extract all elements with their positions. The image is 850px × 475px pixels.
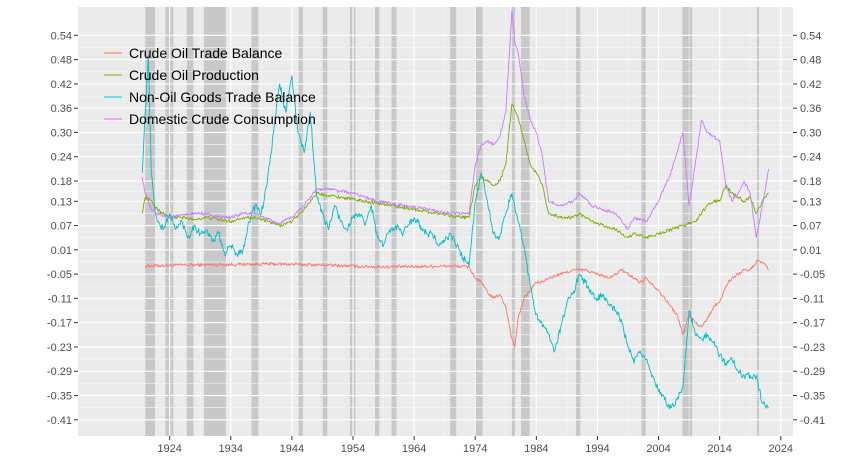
y-axis-left: 0.54 0.48 0.42 0.36 0.30 0.24 0.18 0.13 0.07 0.01… — [47, 30, 78, 427]
y-tick-label: 0.54 — [800, 30, 821, 42]
recession-band — [474, 7, 483, 436]
y-tick-label: 0.30 — [800, 127, 821, 139]
y-tick-label: -0.17 — [47, 318, 72, 330]
y-tick-label: 0.24 — [51, 152, 72, 164]
series-lines — [141, 10, 770, 410]
recession-band — [203, 7, 226, 436]
recession-band — [251, 7, 259, 436]
y-tick-label: 0.36 — [51, 103, 72, 115]
recession-band — [756, 7, 759, 436]
x-tick-label: 1954 — [341, 443, 365, 455]
recession-band — [186, 7, 194, 436]
y-tick-label: 0.18 — [51, 176, 72, 188]
y-tick-label: -0.41 — [47, 415, 72, 427]
x-tick-label: 2014 — [707, 443, 731, 455]
recession-band — [145, 7, 155, 436]
y-tick-label: -0.35 — [47, 391, 72, 403]
y-tick-label: -0.11 — [800, 293, 824, 305]
recession-band — [450, 7, 457, 436]
series-line — [141, 55, 769, 410]
y-tick-label: 0.07 — [51, 221, 72, 233]
series-line — [141, 103, 769, 240]
legend-label: Crude Oil Production — [129, 67, 259, 83]
y-tick-label: -0.29 — [47, 366, 72, 378]
y-tick-label: -0.23 — [800, 342, 825, 354]
plot-panel — [78, 7, 793, 436]
recession-shading — [145, 7, 759, 436]
y-tick-label: -0.35 — [800, 391, 825, 403]
y-tick-label: 0.18 — [800, 176, 821, 188]
series-line — [144, 260, 769, 348]
legend: Crude Oil Trade Balance Crude Oil Product… — [104, 45, 316, 127]
legend-label: Crude Oil Trade Balance — [129, 45, 283, 61]
y-tick-label: -0.05 — [800, 269, 825, 281]
x-tick-label: 1994 — [585, 443, 609, 455]
legend-label: Non-Oil Goods Trade Balance — [129, 89, 316, 105]
recession-band — [682, 7, 693, 436]
recession-band — [576, 7, 581, 436]
y-tick-label: 0.01 — [51, 245, 72, 257]
x-tick-label: 1924 — [157, 443, 181, 455]
y-tick-label: -0.11 — [48, 293, 72, 305]
x-axis: 1924 1934 1944 1954 1964 1974 1984 1994 2004 2014… — [157, 436, 793, 455]
y-tick-label: 0.01 — [800, 245, 821, 257]
legend-label: Domestic Crude Consumption — [129, 111, 316, 127]
x-tick-label: 1944 — [280, 443, 304, 455]
recession-band — [511, 7, 515, 436]
y-tick-label: 0.07 — [800, 221, 821, 233]
x-tick-label: 2024 — [769, 443, 793, 455]
x-tick-label: 2004 — [646, 443, 670, 455]
y-tick-label: 0.30 — [51, 127, 72, 139]
y-tick-label: -0.29 — [800, 366, 825, 378]
y-tick-label: 0.48 — [51, 55, 72, 67]
y-tick-label: 0.48 — [800, 55, 821, 67]
y-tick-label: 0.54 — [51, 30, 72, 42]
x-tick-label: 1964 — [402, 443, 426, 455]
y-tick-label: 0.36 — [800, 103, 821, 115]
y-tick-label: -0.17 — [800, 318, 825, 330]
y-tick-label: -0.05 — [47, 269, 72, 281]
y-tick-label: 0.13 — [800, 196, 821, 208]
y-axis-right: 0.54 0.48 0.42 0.36 0.30 0.24 0.18 0.13 0.07 0.01… — [793, 30, 825, 427]
y-tick-label: -0.41 — [800, 415, 825, 427]
recession-band — [391, 7, 397, 436]
x-tick-label: 1934 — [219, 443, 243, 455]
x-tick-label: 1984 — [524, 443, 548, 455]
recession-band — [521, 7, 530, 436]
y-tick-label: 0.42 — [51, 79, 72, 91]
recession-band — [375, 7, 380, 436]
y-tick-label: 0.24 — [800, 152, 821, 164]
y-tick-label: 0.13 — [51, 196, 72, 208]
x-tick-label: 1974 — [463, 443, 487, 455]
recession-band — [298, 7, 303, 436]
y-tick-label: -0.23 — [47, 342, 72, 354]
series-line — [141, 10, 770, 239]
y-tick-label: 0.42 — [800, 79, 821, 91]
